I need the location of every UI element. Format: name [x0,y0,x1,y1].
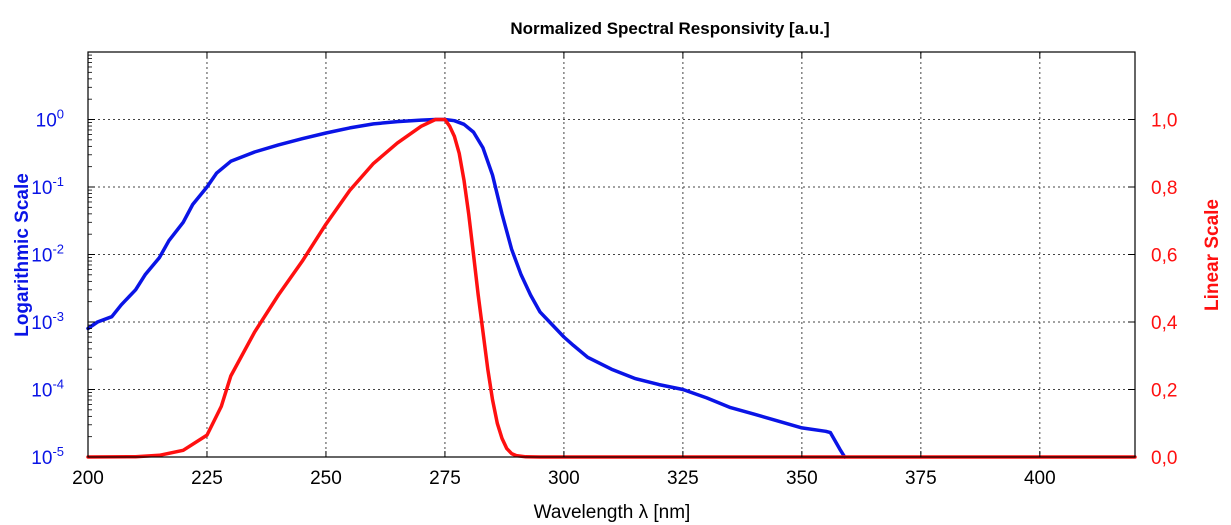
y-right-tick-label: 1,0 [1151,111,1177,132]
y-left-tick-exponent: -5 [52,444,64,459]
tick-marks [87,52,1135,458]
x-tick-label: 275 [429,468,461,489]
series-line-linear [86,117,1137,459]
y-left-tick-label: 10-4 [31,377,64,402]
right-y-axis-label: Linear Scale [1202,199,1223,311]
y-left-tick-base: 10 [31,246,52,267]
y-left-tick-label: 10-2 [31,242,64,267]
plot-frame [87,51,1136,458]
y-left-tick-base: 10 [36,111,57,132]
x-tick-label: 300 [548,468,580,489]
x-tick-label: 225 [191,468,223,489]
y-left-tick-base: 10 [31,381,52,402]
y-left-tick-base: 10 [31,313,52,334]
chart-title: Normalized Spectral Responsivity [a.u.] [510,19,829,38]
x-tick-label: 200 [72,468,104,489]
left-y-axis-label: Logarithmic Scale [12,173,33,337]
y-right-tick-label: 0,2 [1151,381,1177,402]
series-line-logarithmic [86,117,847,459]
x-tick-label: 325 [667,468,699,489]
y-left-tick-exponent: -1 [52,174,64,189]
grid-lines [88,52,1135,457]
x-tick-labels: 200 225 250 275 300 325 350 375 400 [72,468,1056,489]
x-tick-label: 350 [786,468,818,489]
y-right-tick-label: 0,8 [1151,178,1177,199]
y-left-tick-base: 10 [31,178,52,199]
x-axis-label: Wavelength λ [nm] [534,502,691,523]
y-left-tick-exponent: -3 [52,309,64,324]
x-tick-label: 250 [310,468,342,489]
x-tick-label: 400 [1024,468,1056,489]
right-y-tick-labels: 0,0 0,2 0,4 0,6 0,8 1,0 [1151,111,1178,470]
y-left-tick-label: 10-1 [31,174,64,199]
y-left-tick-label: 10-5 [31,444,64,469]
y-left-tick-exponent: 0 [57,107,64,122]
y-left-tick-label: 100 [36,107,64,132]
x-tick-label: 375 [905,468,937,489]
y-left-tick-label: 10-3 [31,309,64,334]
y-left-tick-exponent: -4 [52,377,64,392]
y-right-tick-label: 0,0 [1151,448,1177,469]
y-left-tick-base: 10 [31,448,52,469]
series-layer [86,117,1137,459]
y-right-tick-label: 0,4 [1151,313,1178,334]
y-left-tick-exponent: -2 [52,242,64,257]
y-right-tick-label: 0,6 [1151,246,1177,267]
